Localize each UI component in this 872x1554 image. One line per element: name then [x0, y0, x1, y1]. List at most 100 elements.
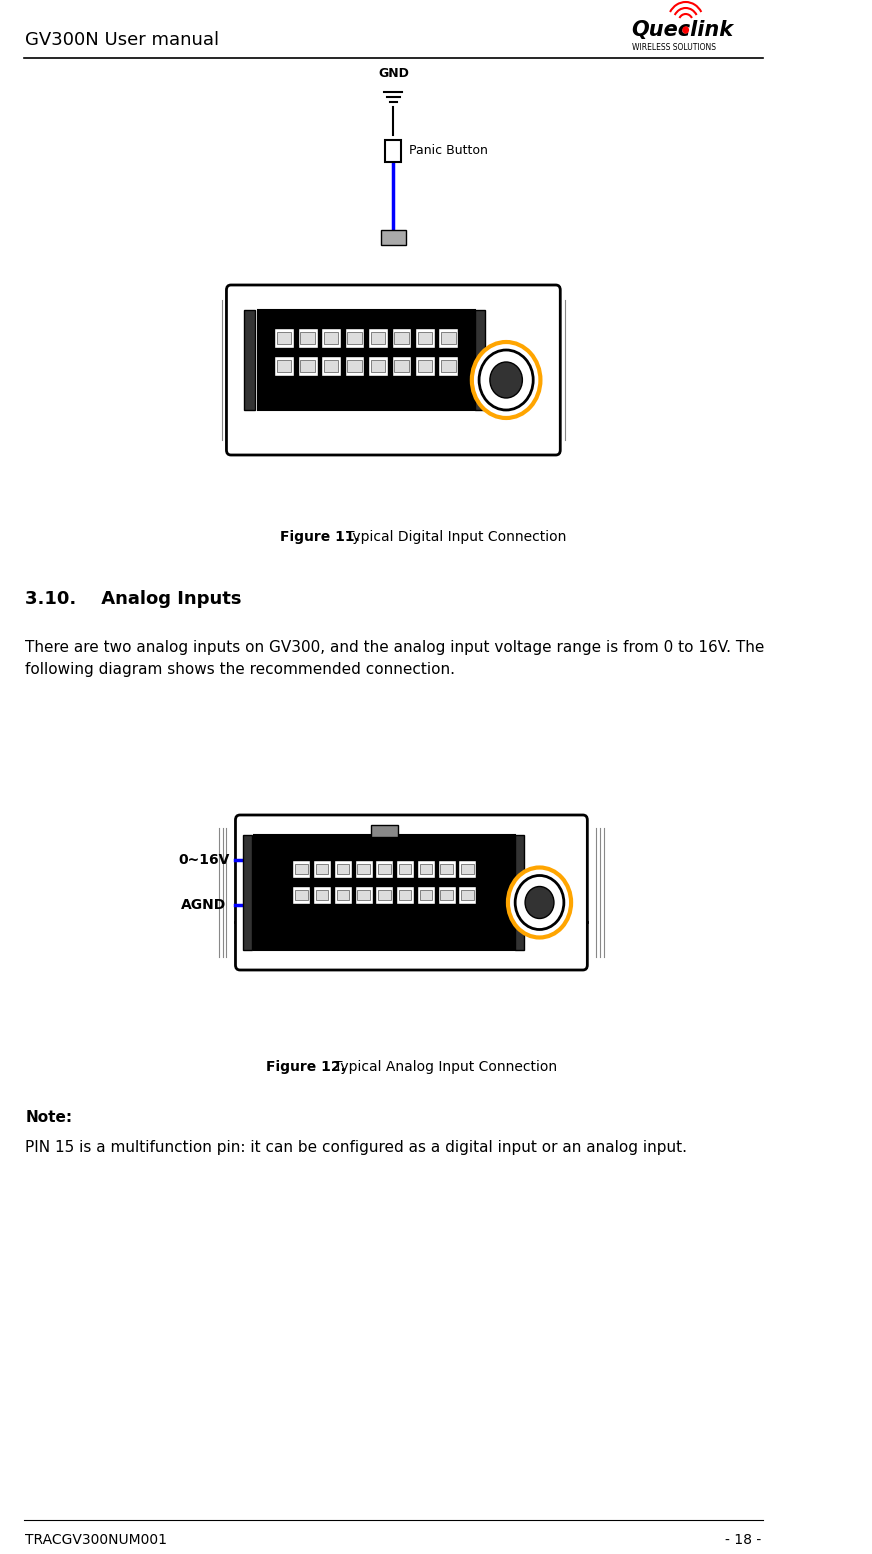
- Text: Queclink: Queclink: [631, 20, 733, 40]
- Circle shape: [525, 886, 554, 918]
- Bar: [258, 309, 474, 410]
- Bar: [316, 890, 329, 900]
- Text: Figure 12.: Figure 12.: [266, 1060, 346, 1074]
- Bar: [313, 886, 331, 904]
- Bar: [375, 859, 393, 878]
- Bar: [378, 864, 391, 873]
- Bar: [417, 886, 435, 904]
- Bar: [440, 890, 453, 900]
- Bar: [381, 230, 406, 246]
- Bar: [324, 361, 338, 371]
- Bar: [301, 361, 315, 371]
- Bar: [371, 825, 398, 838]
- Bar: [418, 361, 433, 371]
- Bar: [358, 890, 370, 900]
- FancyBboxPatch shape: [235, 814, 588, 970]
- Text: AGND: AGND: [181, 898, 227, 912]
- Bar: [394, 361, 409, 371]
- Text: 0~16V: 0~16V: [178, 853, 229, 867]
- Bar: [375, 886, 393, 904]
- Text: Panic Button: Panic Button: [409, 145, 487, 157]
- Bar: [371, 361, 385, 371]
- Bar: [399, 864, 412, 873]
- Circle shape: [490, 362, 522, 398]
- Bar: [244, 309, 255, 410]
- Bar: [301, 333, 315, 343]
- Text: Typical Digital Input Connection: Typical Digital Input Connection: [345, 530, 566, 544]
- Text: 3.10.    Analog Inputs: 3.10. Analog Inputs: [25, 591, 242, 608]
- Bar: [355, 859, 372, 878]
- Text: WIRELESS SOLUTIONS: WIRELESS SOLUTIONS: [631, 44, 716, 53]
- Bar: [295, 864, 308, 873]
- Bar: [337, 864, 349, 873]
- Bar: [297, 328, 317, 348]
- Bar: [297, 356, 317, 376]
- Bar: [295, 890, 308, 900]
- Bar: [254, 834, 515, 949]
- Text: Note:: Note:: [25, 1110, 72, 1125]
- FancyBboxPatch shape: [227, 284, 561, 455]
- Text: - 18 -: - 18 -: [726, 1532, 761, 1546]
- Bar: [396, 886, 414, 904]
- Bar: [396, 859, 414, 878]
- Bar: [417, 859, 435, 878]
- Bar: [275, 328, 294, 348]
- Circle shape: [472, 342, 541, 418]
- Bar: [515, 834, 524, 949]
- Bar: [440, 864, 453, 873]
- Bar: [439, 328, 459, 348]
- Bar: [438, 859, 455, 878]
- Bar: [358, 864, 370, 873]
- Text: PIN 15 is a multifunction pin: it can be configured as a digital input or an ana: PIN 15 is a multifunction pin: it can be…: [25, 1141, 687, 1155]
- Bar: [438, 886, 455, 904]
- Bar: [355, 886, 372, 904]
- Bar: [344, 328, 364, 348]
- Bar: [461, 864, 473, 873]
- Text: GV300N User manual: GV300N User manual: [25, 31, 220, 50]
- Text: TRACGV300NUM001: TRACGV300NUM001: [25, 1532, 167, 1546]
- Bar: [344, 356, 364, 376]
- Bar: [371, 333, 385, 343]
- Circle shape: [515, 875, 564, 929]
- Bar: [385, 140, 401, 162]
- Bar: [321, 328, 341, 348]
- Bar: [347, 361, 362, 371]
- Bar: [392, 328, 412, 348]
- Bar: [441, 361, 455, 371]
- Bar: [277, 333, 291, 343]
- Bar: [368, 328, 388, 348]
- Bar: [337, 890, 349, 900]
- Bar: [419, 864, 433, 873]
- Bar: [439, 356, 459, 376]
- Text: Typical Analog Input Connection: Typical Analog Input Connection: [334, 1060, 557, 1074]
- Circle shape: [479, 350, 533, 410]
- Circle shape: [683, 26, 688, 33]
- Bar: [394, 333, 409, 343]
- Bar: [347, 333, 362, 343]
- Bar: [419, 890, 433, 900]
- Bar: [415, 328, 435, 348]
- Bar: [242, 834, 252, 949]
- Text: There are two analog inputs on GV300, and the analog input voltage range is from: There are two analog inputs on GV300, an…: [25, 640, 765, 678]
- Bar: [418, 333, 433, 343]
- Bar: [441, 333, 455, 343]
- Bar: [378, 890, 391, 900]
- Bar: [399, 890, 412, 900]
- Bar: [459, 886, 476, 904]
- Bar: [461, 890, 473, 900]
- Bar: [275, 356, 294, 376]
- Bar: [459, 859, 476, 878]
- Circle shape: [508, 867, 571, 937]
- Bar: [415, 356, 435, 376]
- Bar: [392, 356, 412, 376]
- Bar: [474, 309, 486, 410]
- Bar: [334, 886, 352, 904]
- Bar: [334, 859, 352, 878]
- Text: GND: GND: [378, 67, 409, 79]
- Bar: [321, 356, 341, 376]
- Bar: [313, 859, 331, 878]
- Bar: [292, 886, 310, 904]
- Bar: [277, 361, 291, 371]
- Text: Figure 11.: Figure 11.: [280, 530, 359, 544]
- Bar: [316, 864, 329, 873]
